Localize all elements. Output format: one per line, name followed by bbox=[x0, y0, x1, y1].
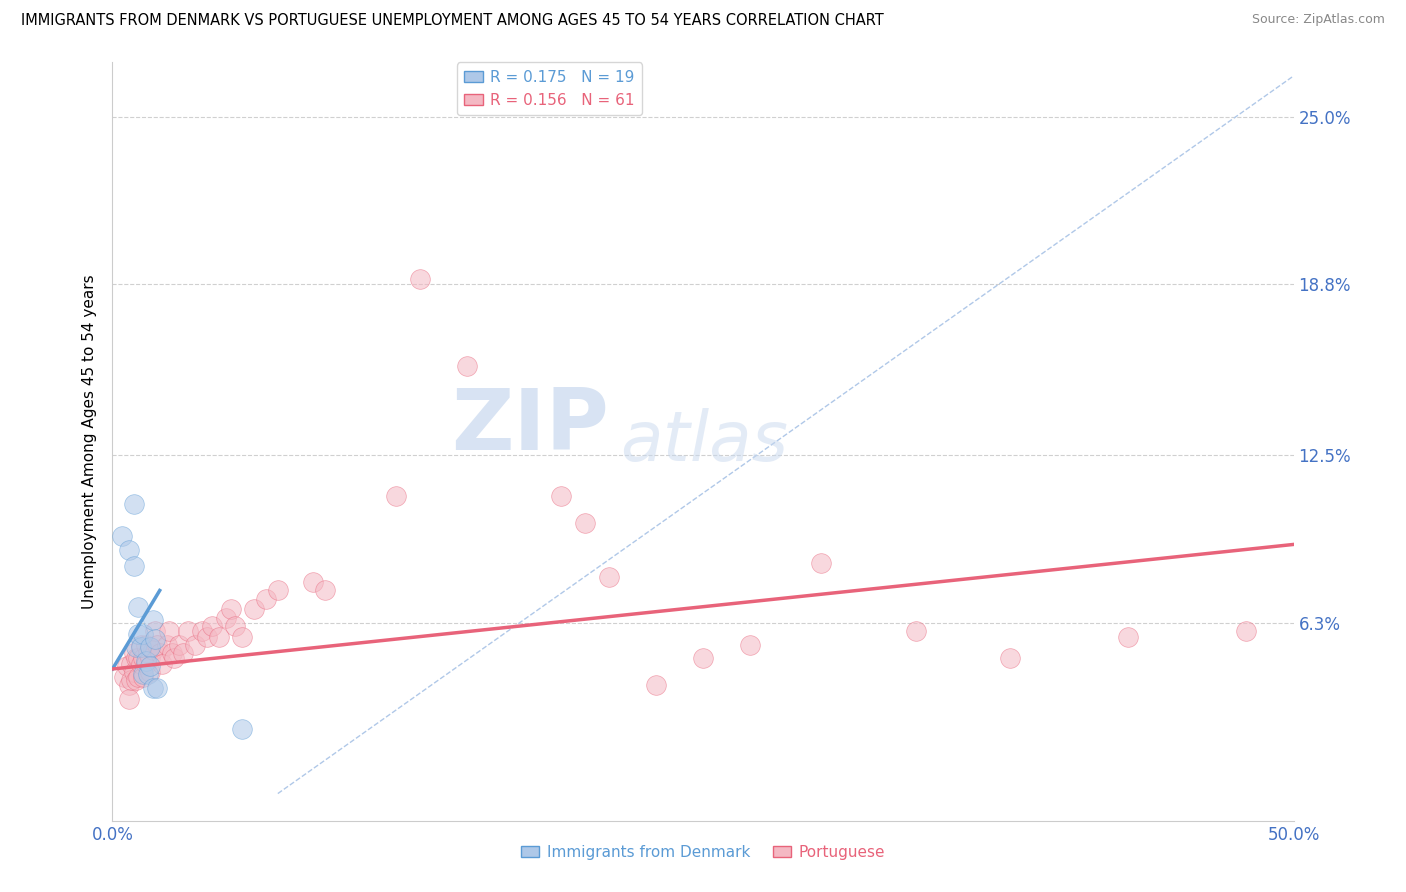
Point bbox=[122, 559, 145, 574]
Point bbox=[219, 602, 242, 616]
Point bbox=[208, 630, 231, 644]
Point bbox=[135, 638, 157, 652]
Point bbox=[139, 659, 162, 673]
Point bbox=[267, 583, 290, 598]
Point bbox=[142, 613, 165, 627]
Point bbox=[574, 516, 596, 530]
Point bbox=[167, 638, 190, 652]
Point bbox=[146, 681, 169, 695]
Point bbox=[160, 646, 183, 660]
Point bbox=[139, 640, 162, 655]
Point bbox=[314, 583, 336, 598]
Point bbox=[550, 489, 572, 503]
Point bbox=[143, 624, 166, 639]
Point bbox=[810, 557, 832, 571]
Point bbox=[644, 678, 666, 692]
Point bbox=[132, 627, 155, 641]
Point bbox=[118, 691, 141, 706]
Text: Source: ZipAtlas.com: Source: ZipAtlas.com bbox=[1251, 13, 1385, 27]
Point bbox=[125, 673, 148, 687]
Point bbox=[456, 359, 478, 373]
Point bbox=[143, 632, 166, 647]
Point bbox=[127, 599, 149, 614]
Point bbox=[177, 624, 200, 639]
Point bbox=[136, 667, 159, 681]
Point bbox=[136, 646, 159, 660]
Point bbox=[132, 670, 155, 684]
Point bbox=[740, 638, 762, 652]
Legend: Immigrants from Denmark, Portuguese: Immigrants from Denmark, Portuguese bbox=[515, 838, 891, 866]
Point bbox=[224, 618, 246, 632]
Point bbox=[129, 657, 152, 671]
Point bbox=[139, 665, 162, 679]
Text: ZIP: ZIP bbox=[451, 384, 609, 468]
Point bbox=[150, 657, 173, 671]
Point bbox=[172, 646, 194, 660]
Point bbox=[408, 272, 430, 286]
Point bbox=[904, 624, 927, 639]
Point bbox=[127, 670, 149, 684]
Y-axis label: Unemployment Among Ages 45 to 54 years: Unemployment Among Ages 45 to 54 years bbox=[82, 274, 97, 609]
Point bbox=[129, 640, 152, 655]
Point bbox=[692, 651, 714, 665]
Point bbox=[129, 638, 152, 652]
Point bbox=[998, 651, 1021, 665]
Point bbox=[139, 651, 162, 665]
Point bbox=[243, 602, 266, 616]
Point bbox=[118, 678, 141, 692]
Point bbox=[146, 638, 169, 652]
Point bbox=[122, 665, 145, 679]
Point bbox=[191, 624, 214, 639]
Point bbox=[132, 667, 155, 681]
Point bbox=[127, 651, 149, 665]
Point bbox=[118, 542, 141, 557]
Point bbox=[125, 640, 148, 655]
Point bbox=[120, 673, 142, 687]
Point bbox=[598, 570, 620, 584]
Point bbox=[1234, 624, 1257, 639]
Point bbox=[115, 659, 138, 673]
Point bbox=[112, 670, 135, 684]
Point bbox=[195, 630, 218, 644]
Point bbox=[231, 630, 253, 644]
Point bbox=[163, 651, 186, 665]
Point bbox=[122, 497, 145, 511]
Point bbox=[125, 651, 148, 665]
Point bbox=[184, 638, 207, 652]
Point bbox=[254, 591, 277, 606]
Point bbox=[111, 529, 134, 543]
Point bbox=[132, 651, 155, 665]
Point bbox=[156, 638, 179, 652]
Point bbox=[135, 657, 157, 671]
Point bbox=[149, 646, 172, 660]
Point bbox=[215, 610, 238, 624]
Point bbox=[231, 722, 253, 736]
Point bbox=[127, 627, 149, 641]
Point bbox=[302, 575, 325, 590]
Point bbox=[120, 657, 142, 671]
Point bbox=[1116, 630, 1139, 644]
Point bbox=[142, 681, 165, 695]
Point bbox=[201, 618, 224, 632]
Point bbox=[385, 489, 408, 503]
Text: atlas: atlas bbox=[620, 408, 789, 475]
Point bbox=[157, 624, 180, 639]
Text: IMMIGRANTS FROM DENMARK VS PORTUGUESE UNEMPLOYMENT AMONG AGES 45 TO 54 YEARS COR: IMMIGRANTS FROM DENMARK VS PORTUGUESE UN… bbox=[21, 13, 884, 29]
Point bbox=[122, 646, 145, 660]
Point bbox=[135, 654, 157, 668]
Point bbox=[142, 643, 165, 657]
